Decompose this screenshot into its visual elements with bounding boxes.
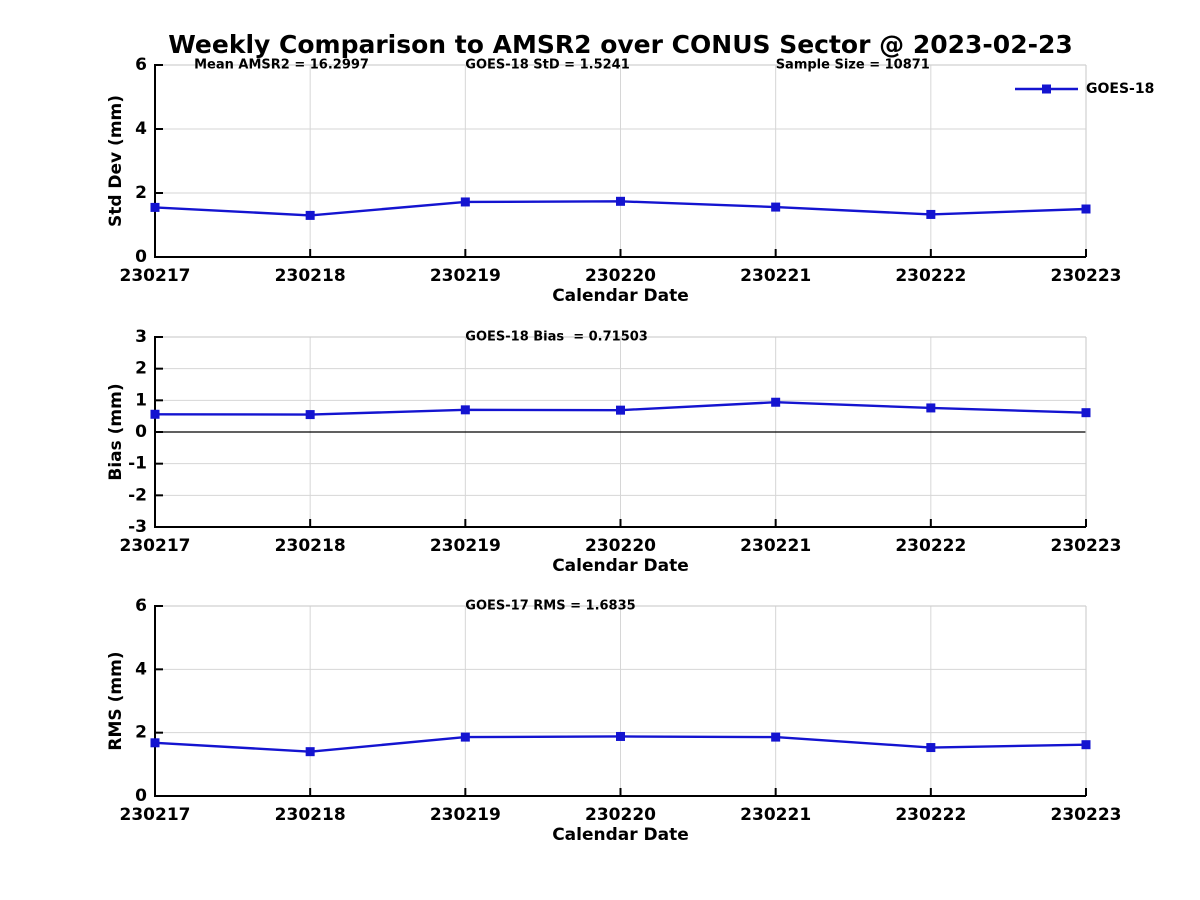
legend-marker bbox=[1042, 84, 1051, 94]
x-axis-label: Calendar Date bbox=[552, 286, 689, 306]
stat-annotation: GOES-18 StD = 1.5241 bbox=[465, 58, 629, 73]
x-tick-label: 230223 bbox=[1051, 536, 1122, 556]
data-point-marker bbox=[460, 405, 470, 415]
legend-label: GOES-18 bbox=[1086, 81, 1154, 97]
y-tick-label: -3 bbox=[128, 517, 147, 537]
y-tick-label: 1 bbox=[135, 390, 147, 410]
y-tick-label: 6 bbox=[135, 596, 147, 616]
x-tick-label: 230218 bbox=[275, 536, 346, 556]
x-tick-label: 230220 bbox=[585, 266, 656, 286]
y-tick-label: 0 bbox=[135, 786, 147, 806]
x-tick-label: 230218 bbox=[275, 805, 346, 825]
data-point-marker bbox=[305, 210, 315, 220]
subplot-rms: 0 2 4 6 230217 230218 230219 230220 230221 230222… bbox=[106, 596, 1121, 845]
data-point-marker bbox=[926, 209, 936, 219]
x-tick-label: 230217 bbox=[120, 266, 191, 286]
data-point-marker bbox=[616, 196, 625, 206]
x-tick-label: 230221 bbox=[740, 805, 811, 825]
y-axis-label: Std Dev (mm) bbox=[106, 95, 126, 227]
x-tick-label: 230222 bbox=[895, 805, 966, 825]
data-point-marker bbox=[771, 202, 781, 212]
x-tick-label: 230221 bbox=[740, 536, 811, 556]
legend: GOES-18 bbox=[1015, 81, 1154, 97]
x-axis-label: Calendar Date bbox=[552, 825, 689, 845]
y-tick-label: 2 bbox=[135, 183, 147, 203]
stat-annotation: GOES-18 Bias = 0.71503 bbox=[465, 330, 648, 345]
x-tick-label: 230223 bbox=[1051, 266, 1122, 286]
data-point-marker bbox=[926, 743, 936, 753]
data-point-marker bbox=[771, 397, 781, 407]
x-tick-label: 230220 bbox=[585, 805, 656, 825]
data-point-marker bbox=[150, 738, 160, 748]
y-tick-label: 6 bbox=[135, 55, 147, 75]
data-point-marker bbox=[150, 409, 160, 419]
x-axis-label: Calendar Date bbox=[552, 556, 689, 576]
data-point-marker bbox=[150, 202, 160, 212]
y-tick-label: 0 bbox=[135, 247, 147, 267]
y-tick-label: -1 bbox=[128, 454, 147, 474]
data-point-marker bbox=[305, 747, 315, 757]
y-tick-label: 4 bbox=[135, 119, 147, 139]
figure-title: Weekly Comparison to AMSR2 over CONUS Se… bbox=[168, 30, 1073, 59]
x-tick-label: 230221 bbox=[740, 266, 811, 286]
data-point-marker bbox=[771, 732, 781, 742]
data-point-marker bbox=[1081, 740, 1091, 750]
x-tick-label: 230222 bbox=[895, 266, 966, 286]
x-tick-label: 230219 bbox=[430, 805, 501, 825]
x-tick-label: 230223 bbox=[1051, 805, 1122, 825]
data-point-marker bbox=[305, 410, 315, 420]
data-point-marker bbox=[616, 405, 625, 415]
y-tick-label: 0 bbox=[135, 422, 147, 442]
y-axis-label: Bias (mm) bbox=[106, 383, 126, 480]
data-point-marker bbox=[1081, 204, 1091, 214]
data-point-marker bbox=[1081, 408, 1091, 418]
x-tick-label: 230219 bbox=[430, 266, 501, 286]
y-tick-label: -2 bbox=[128, 485, 147, 505]
x-tick-label: 230222 bbox=[895, 536, 966, 556]
y-axis-label: RMS (mm) bbox=[106, 651, 126, 750]
x-tick-label: 230219 bbox=[430, 536, 501, 556]
subplot-bias: -3 -2 -1 0 1 2 3 230217 230218 230219 230220 230221… bbox=[106, 327, 1121, 576]
y-tick-label: 2 bbox=[135, 359, 147, 379]
stat-annotation: Mean AMSR2 = 16.2997 bbox=[194, 58, 369, 73]
x-tick-label: 230218 bbox=[275, 266, 346, 286]
data-point-marker bbox=[616, 731, 625, 741]
data-point-marker bbox=[926, 403, 936, 413]
y-tick-label: 3 bbox=[135, 327, 147, 347]
y-tick-label: 4 bbox=[135, 659, 147, 679]
stat-annotation: GOES-17 RMS = 1.6835 bbox=[465, 599, 635, 614]
data-point-marker bbox=[460, 197, 470, 207]
x-tick-label: 230220 bbox=[585, 536, 656, 556]
y-tick-label: 2 bbox=[135, 723, 147, 743]
stat-annotation: Sample Size = 10871 bbox=[776, 58, 930, 73]
x-tick-label: 230217 bbox=[120, 805, 191, 825]
x-tick-label: 230217 bbox=[120, 536, 191, 556]
data-point-marker bbox=[460, 732, 470, 742]
subplot-std-dev: 0 2 4 6 230217 230218 230219 230220 230221 230222… bbox=[106, 55, 1154, 306]
